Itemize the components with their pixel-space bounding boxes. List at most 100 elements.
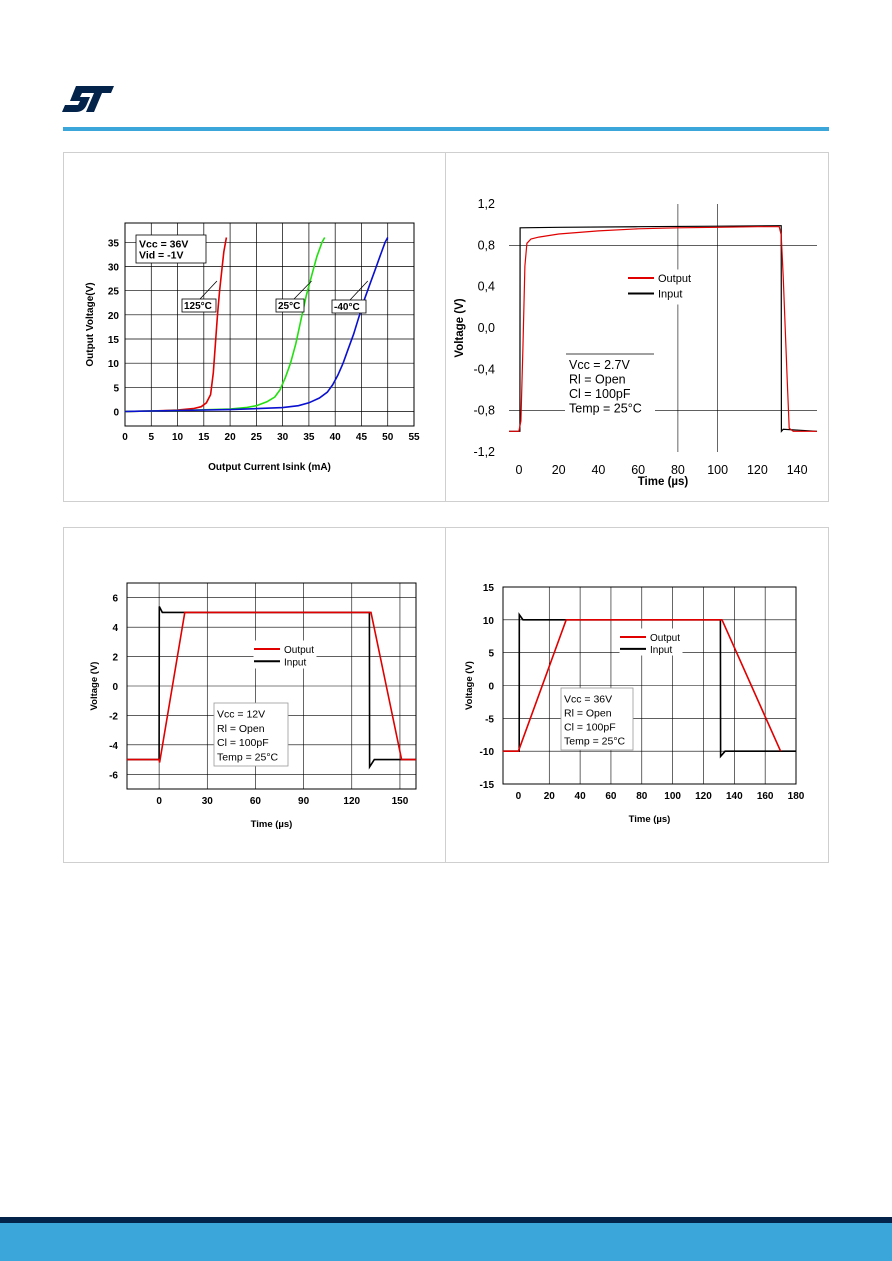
- legend-label-input: Input: [284, 657, 306, 668]
- label-box: [181, 298, 217, 313]
- x-tick-label: 50: [382, 432, 394, 443]
- x-axis-label: Time (µs): [638, 476, 689, 488]
- chart-panel-response-vcc-36v: 0 20 40 60 80 100 120 140 160 180 -15 -10 -5 0 5 10 15 Ti…: [445, 527, 829, 863]
- y-tick-label: -1,2: [473, 445, 495, 459]
- y-tick-label: 1,2: [478, 197, 495, 211]
- temperature-label: -40°C: [334, 302, 360, 313]
- plot-frame: [502, 586, 797, 785]
- annotation-line: Vid = -1V: [139, 249, 183, 261]
- x-axis-label: Time (µs): [251, 819, 293, 830]
- annotation-line: Rl = Open: [217, 723, 265, 735]
- y-tick-label: 15: [483, 583, 495, 594]
- y-tick-label: 5: [488, 649, 494, 660]
- x-tick-label: 40: [330, 432, 342, 443]
- x-tick-label: 0: [515, 463, 522, 477]
- label-leader: [199, 280, 218, 300]
- x-axis-label: Time (µs): [629, 814, 671, 825]
- x-tick-label: 35: [303, 432, 315, 443]
- plot-frame: [126, 582, 417, 790]
- y-tick-label: 4: [112, 623, 118, 634]
- y-axis-label: Voltage (V): [89, 662, 100, 711]
- chart-panel-output-voltage-vs-sink-current: 0 5 10 15 20 25 30 35 40 45 50 55 0 5 10 15 20 25 30 35 Outp…: [63, 152, 447, 502]
- x-axis-label: Output Current Isink (mA): [208, 462, 331, 473]
- annotation-line: Vcc = 36V: [564, 694, 612, 706]
- label-box: [275, 298, 305, 313]
- x-tick-label: 25: [251, 432, 263, 443]
- series-line-40c: [124, 237, 389, 413]
- annotation-bg: [565, 356, 655, 420]
- y-tick-label: -15: [480, 780, 495, 791]
- header-rule: [63, 127, 829, 131]
- legend-box: [627, 269, 701, 305]
- y-tick-label: 10: [483, 616, 495, 627]
- label-leader: [293, 280, 312, 300]
- chart-panel-response-vcc-12v: 0 30 60 90 120 150 -6 -4 -2 0 2 4 6 Time (µs) Voltage …: [63, 527, 447, 863]
- x-tick-label: 5: [148, 432, 154, 443]
- chart-1-svg: 0 5 10 15 20 25 30 35 40 45 50 55 0 5 10 15 20 25 30 35 Outp…: [85, 222, 420, 473]
- legend-label-input: Input: [658, 288, 682, 300]
- chart-panel-response-vcc-2v7: 0 20 40 60 80 100 120 140 -1,2 -0,8 -0,4 0,0 0,4 0,8 1…: [445, 152, 829, 502]
- footer-band-blue: [0, 1223, 892, 1261]
- y-tick-label: 6: [112, 594, 118, 605]
- x-tick-label: 30: [277, 432, 289, 443]
- y-tick-label: 0: [112, 682, 118, 693]
- x-tick-label: 100: [664, 791, 681, 802]
- x-tick-label: 45: [356, 432, 368, 443]
- y-tick-label: 0: [113, 408, 119, 419]
- x-tick-label: 120: [695, 791, 712, 802]
- series-line-output: [509, 226, 817, 432]
- series-line-output: [127, 611, 416, 763]
- series-line-25c: [124, 237, 326, 413]
- annotation-line: Vcc = 36V: [139, 238, 188, 250]
- y-tick-label: 35: [108, 238, 120, 249]
- x-tick-label: 120: [343, 796, 360, 807]
- annotation-box: [213, 702, 289, 767]
- plot-area: 0 30 60 90 120 150 -6 -4 -2 0 2 4 6 Time (µs) Voltage …: [89, 582, 417, 830]
- plot-area: 0 20 40 60 80 100 120 140 160 180 -15 -10 -5 0 5 10 15 Ti…: [464, 583, 805, 825]
- y-tick-label: 20: [108, 311, 120, 322]
- x-tick-label: 30: [202, 796, 214, 807]
- temperature-label: 25°C: [278, 301, 300, 312]
- annotation-line: Cl = 100pF: [217, 737, 269, 749]
- x-tick-label: 20: [552, 463, 566, 477]
- temperature-label: 125°C: [184, 301, 212, 312]
- y-tick-label: 0: [488, 682, 494, 693]
- y-tick-label: 0,4: [478, 280, 495, 294]
- x-tick-label: 15: [198, 432, 210, 443]
- annotation-line: Cl = 100pF: [564, 722, 616, 734]
- x-tick-label: 60: [631, 463, 645, 477]
- y-tick-label: -0,4: [473, 362, 495, 376]
- x-tick-label: 20: [225, 432, 237, 443]
- chart-3-svg: 0 30 60 90 120 150 -6 -4 -2 0 2 4 6 Time (µs) Voltage …: [89, 582, 417, 830]
- y-tick-label: -0,8: [473, 404, 495, 418]
- annotation-line: Vcc = 12V: [217, 709, 265, 721]
- label-leader: [349, 280, 369, 301]
- x-tick-label: 140: [787, 463, 808, 477]
- label-box: [331, 299, 367, 314]
- y-tick-label: -4: [109, 741, 118, 752]
- x-tick-label: 40: [575, 791, 587, 802]
- plot-frame: [124, 222, 415, 427]
- legend-label-input: Input: [650, 645, 672, 656]
- legend-label-output: Output: [650, 633, 680, 644]
- annotation-line: Rl = Open: [564, 708, 612, 720]
- series-line-output: [503, 619, 782, 752]
- annotation-line: Rl = Open: [569, 372, 626, 386]
- y-tick-label: 0,8: [478, 238, 495, 252]
- annotation-line: Cl = 100pF: [569, 387, 631, 401]
- x-tick-label: 160: [757, 791, 774, 802]
- x-tick-label: 0: [156, 796, 162, 807]
- y-axis-label: Voltage (V): [454, 298, 466, 357]
- legend-box: [619, 628, 683, 656]
- x-tick-label: 120: [747, 463, 768, 477]
- y-axis-label: Output Voltage(V): [85, 282, 96, 366]
- y-axis-label: Voltage (V): [464, 661, 475, 710]
- x-tick-label: 60: [605, 791, 617, 802]
- legend-label-output: Output: [284, 645, 314, 656]
- x-tick-label: 0: [516, 791, 522, 802]
- y-tick-label: -10: [480, 747, 495, 758]
- x-tick-label: 10: [172, 432, 184, 443]
- x-tick-label: 20: [544, 791, 556, 802]
- st-logo-icon: [62, 86, 114, 112]
- x-tick-label: 100: [707, 463, 728, 477]
